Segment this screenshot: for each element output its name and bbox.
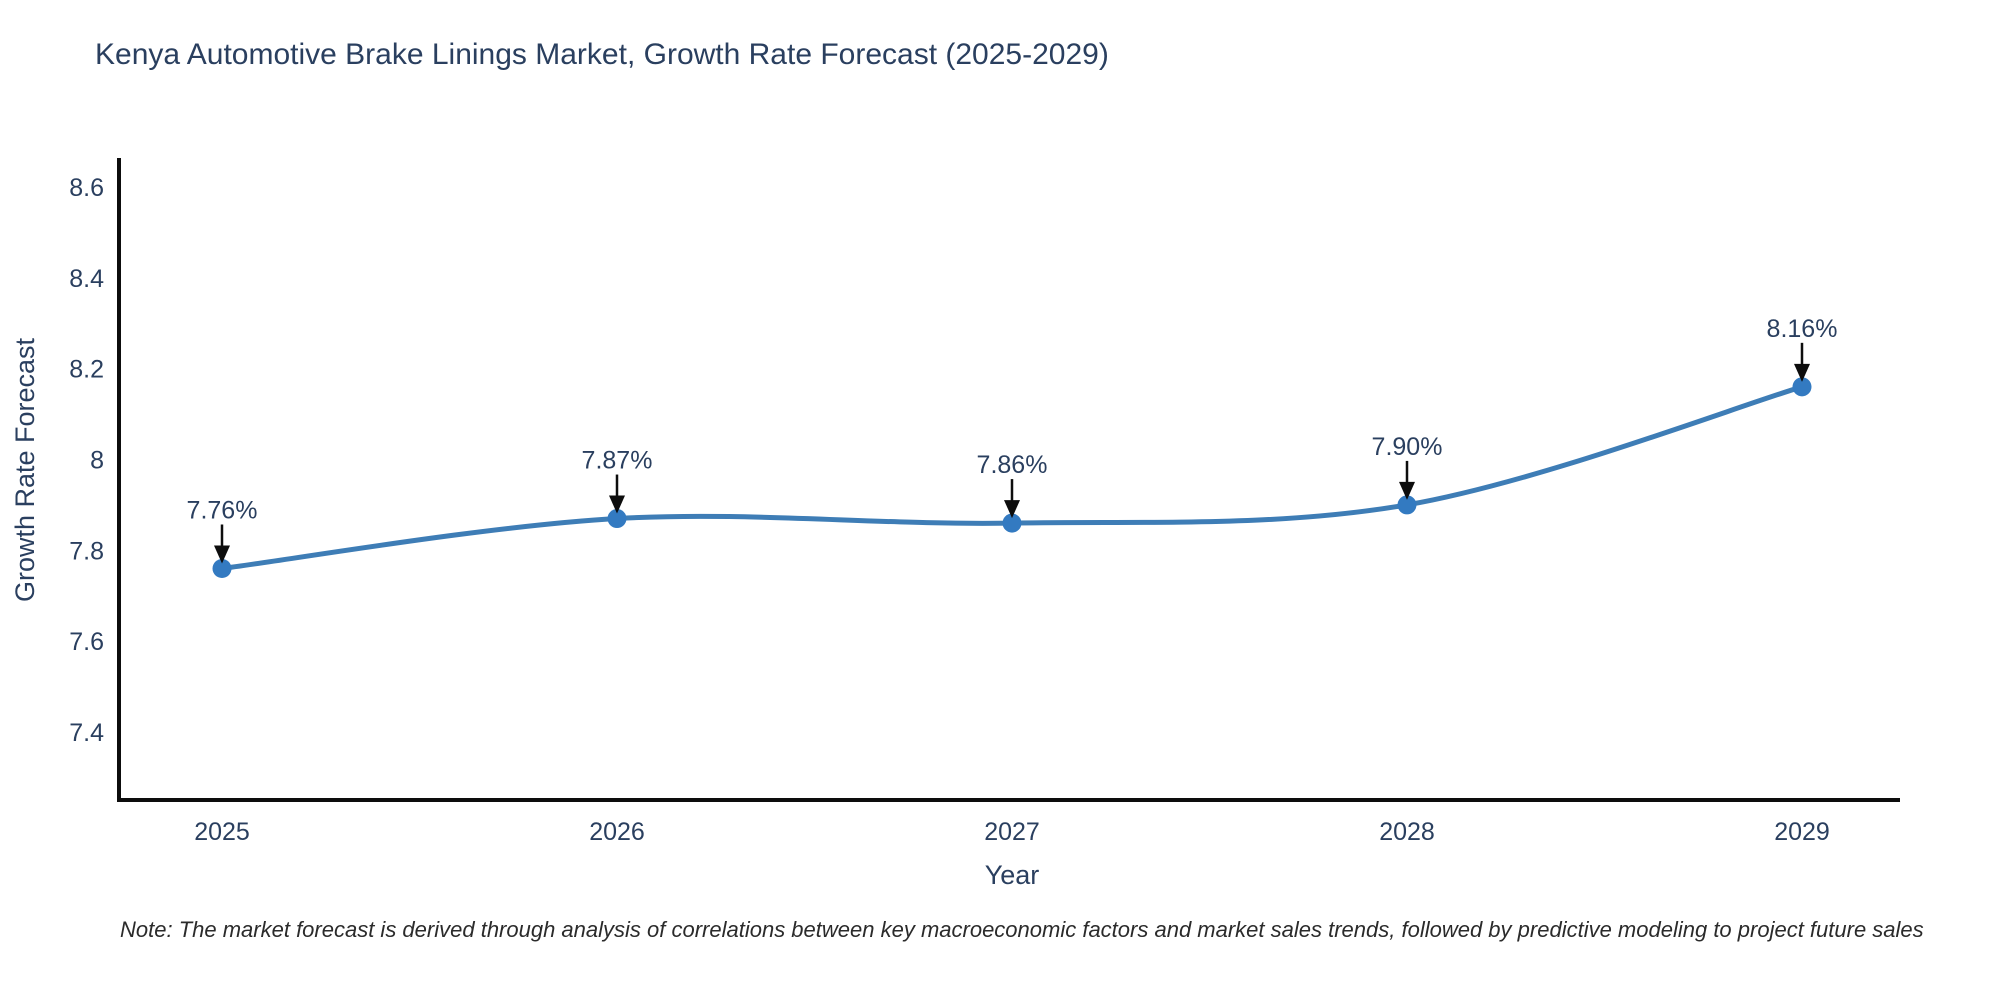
point-value-label: 7.86% — [977, 451, 1048, 479]
point-value-label: 8.16% — [1767, 315, 1838, 343]
annotation-arrowhead — [1004, 500, 1020, 519]
y-tick-label: 7.4 — [69, 719, 104, 747]
annotation-arrowhead — [609, 495, 625, 514]
y-axis-title: Growth Rate Forecast — [10, 337, 40, 602]
annotation-arrowhead — [214, 545, 230, 564]
chart-title: Kenya Automotive Brake Linings Market, G… — [95, 38, 1109, 71]
annotation-arrowhead — [1399, 481, 1415, 500]
data-point-marker — [1002, 513, 1022, 533]
x-tick-label: 2026 — [589, 818, 645, 846]
y-tick-label: 8.2 — [69, 356, 104, 384]
y-tick-label: 7.6 — [69, 628, 104, 656]
y-tick-label: 8.6 — [69, 174, 104, 202]
data-point-marker — [1792, 377, 1812, 397]
data-point-marker — [1397, 495, 1417, 515]
y-tick-label: 7.8 — [69, 537, 104, 565]
point-value-label: 7.87% — [582, 447, 653, 475]
x-tick-label: 2027 — [984, 818, 1040, 846]
x-axis-title: Year — [985, 860, 1040, 890]
y-tick-label: 8.4 — [69, 265, 104, 293]
x-tick-label: 2028 — [1379, 818, 1435, 846]
data-point-marker — [607, 509, 627, 529]
point-value-label: 7.90% — [1372, 433, 1443, 461]
x-tick-label: 2029 — [1774, 818, 1830, 846]
y-tick-label: 8 — [90, 447, 104, 475]
point-value-label: 7.76% — [187, 497, 258, 525]
x-tick-label: 2025 — [194, 818, 250, 846]
data-point-marker — [212, 559, 232, 578]
forecast-note: Note: The market forecast is derived thr… — [120, 917, 1924, 942]
annotation-arrowhead — [1794, 363, 1810, 382]
